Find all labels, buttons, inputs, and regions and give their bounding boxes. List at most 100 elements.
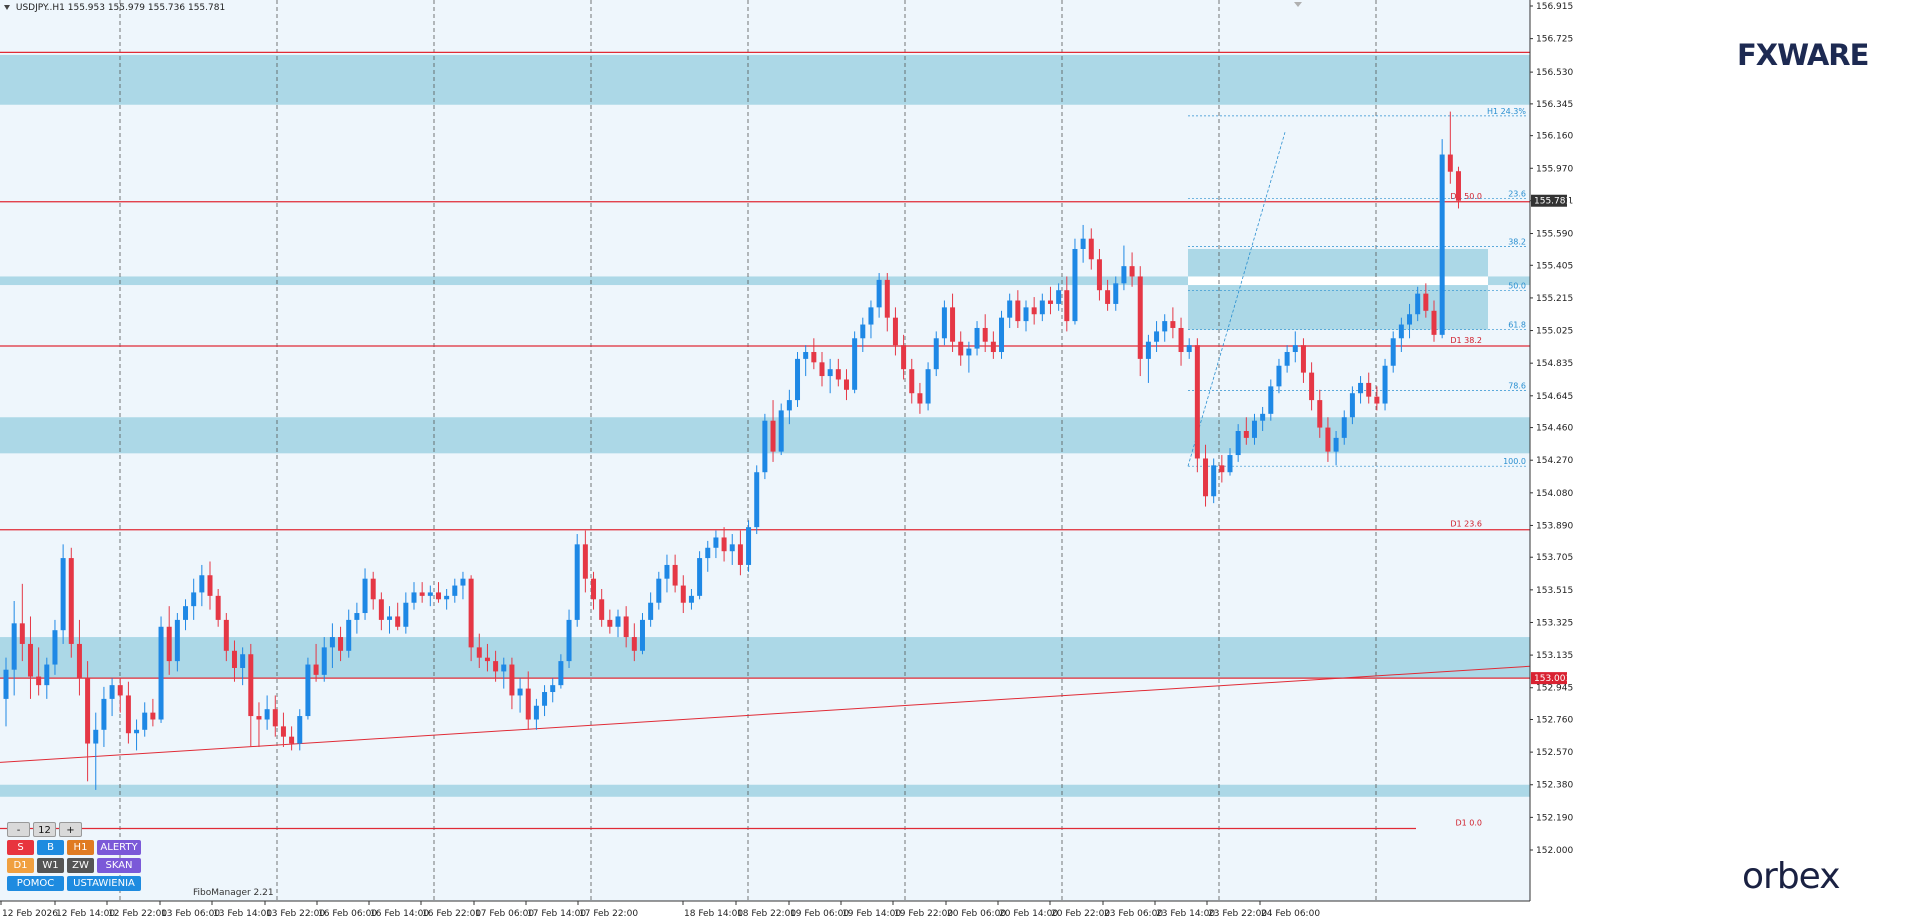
candle-body-97 [795,358,801,401]
candle-body-36 [297,716,303,744]
candle-body-177 [1447,154,1453,172]
ytick-label-25: 152.190 [1536,813,1573,823]
candle-body-156 [1276,365,1282,387]
trendline [0,665,1531,763]
panel-button-h1[interactable]: H1 [67,840,94,855]
candle-body-42 [346,619,352,651]
candle-body-148 [1211,465,1217,497]
zoom-in-button[interactable]: + [59,822,82,837]
candle-body-95 [778,410,784,452]
candle-body-164 [1341,417,1347,438]
hline-label-2: D1 38.2 [1450,336,1482,345]
candle-body-159 [1300,345,1306,373]
candle-body-142 [1162,321,1168,332]
candle-body-48 [395,616,401,627]
bid-price-box [1531,194,1567,207]
candle-body-9 [76,643,82,679]
xtick-label-1: 12 Feb 14:00 [56,909,115,919]
candle-body-40 [329,637,335,648]
candle-body-171 [1398,324,1404,339]
candle-body-135 [1105,290,1111,304]
candle-body-91 [746,527,752,565]
candle-body-172 [1407,314,1413,325]
collapse-triangle-icon[interactable] [4,5,10,10]
candle-body-79 [648,602,654,620]
candle-body-5 [44,664,50,686]
ytick-label-20: 153.135 [1536,651,1573,661]
zone-0 [0,54,1530,105]
zoom-out-button[interactable]: - [7,822,30,837]
ytick-label-12: 154.645 [1536,392,1573,402]
candle-body-22 [183,606,189,620]
candle-body-47 [387,616,393,620]
candle-body-11 [93,729,99,744]
price-axis[interactable]: 156.915 156.725 156.530 156.345 156.160 155.9… [1529,0,1916,923]
candle-body-52 [427,592,433,596]
candle-body-132 [1080,238,1086,249]
candle-body-67 [550,685,556,693]
candle-body-89 [729,544,735,552]
fibo-label-3: 50.0 [1508,282,1526,291]
candle-body-138 [1129,266,1135,277]
zone-2 [1188,248,1488,330]
xtick-label-23: 24 Feb 06:00 [1261,909,1320,919]
ytick-label-16: 153.890 [1536,521,1573,531]
candle-body-102 [835,369,841,380]
panel-button-s[interactable]: S [7,840,34,855]
panel-row-2: POMOC USTAWIENIA [7,876,141,891]
candle-body-30 [248,654,254,717]
xtick-label-15: 19 Feb 14:00 [842,909,901,919]
fibo-layer: H1 24.3% 23.6 38.2 50.0 61.8 78.6 100.0 [1187,107,1528,467]
panel-button-d1[interactable]: D1 [7,858,34,873]
candle-body-61 [501,664,507,672]
candle-body-62 [509,664,515,696]
candle-body-131 [1072,248,1078,322]
panel-button-w1[interactable]: W1 [37,858,64,873]
fibo-label-5: 78.6 [1508,382,1526,391]
candle-body-86 [705,547,711,559]
candle-body-7 [60,558,66,631]
candle-body-176 [1439,154,1445,335]
candle-body-157 [1284,352,1290,366]
candle-body-1 [11,623,17,670]
candle-body-17 [142,712,148,730]
candle-body-14 [117,685,123,696]
zoom-value[interactable]: 12 [33,822,56,837]
hlines-layer: D1 50.0 D1 38.2 D1 23.6 D1 0.0 [0,51,1531,830]
candle-body-106 [868,307,874,325]
candle-body-51 [419,592,425,596]
panel-button-pomoc[interactable]: POMOC [7,876,64,891]
candle-body-8 [68,558,74,644]
ytick-label-3: 156.345 [1536,100,1573,110]
panel-button-skan[interactable]: SKAN [97,858,141,873]
candle-body-49 [403,602,409,627]
candle-body-122 [999,317,1005,353]
candle-body-85 [697,558,703,596]
candle-body-69 [566,619,572,662]
candle-body-127 [1039,300,1045,315]
candle-body-20 [166,626,172,662]
candle-body-26 [215,595,221,620]
panel-button-alerty[interactable]: ALERTY [97,840,141,855]
ytick-label-14: 154.270 [1536,456,1573,466]
candle-body-174 [1423,293,1429,311]
ytick-label-21: 152.945 [1536,684,1573,694]
candle-body-169 [1382,365,1388,404]
candle-body-83 [680,585,686,603]
panel-button-b[interactable]: B [37,840,64,855]
xtick-label-19: 20 Feb 22:00 [1051,909,1110,919]
candle-body-143 [1170,321,1176,328]
candle-body-33 [272,709,278,727]
zone-5 [0,784,1530,797]
candle-body-96 [786,400,792,411]
candle-body-100 [819,362,825,377]
panel-button-zw[interactable]: ZW [67,858,94,873]
panel-button-ustawienia[interactable]: USTAWIENIA [67,876,141,891]
candle-body-54 [444,595,450,600]
symbol-header[interactable]: USDJPY..H1 155.953 155.979 155.736 155.7… [4,3,225,13]
fibo-label-0: H1 24.3% [1487,107,1526,116]
candle-body-21 [174,619,180,662]
candle-body-105 [860,324,866,339]
